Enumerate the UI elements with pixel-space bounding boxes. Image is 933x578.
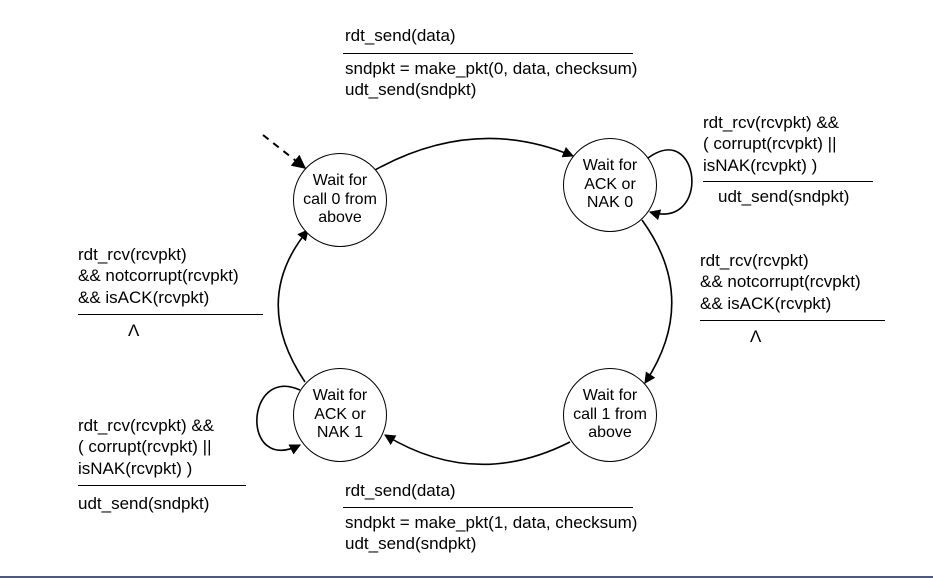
t-left-action: Λ	[128, 320, 139, 341]
fsm-diagram: Wait for call 0 from above Wait for ACK …	[0, 0, 933, 578]
t-bottom-event: rdt_send(data)	[345, 480, 456, 501]
t-left-event: rdt_rcv(rcvpkt) && notcorrupt(rcvpkt) &&…	[78, 244, 239, 308]
t-left-self-divider	[78, 485, 246, 486]
state-wait-call-0: Wait for call 0 from above	[293, 153, 387, 247]
t-right-event: rdt_rcv(rcvpkt) && notcorrupt(rcvpkt) &&…	[700, 250, 861, 314]
t-right-self-divider	[703, 181, 873, 182]
edge-s1-s2	[642, 220, 672, 383]
initial-arrow	[263, 135, 305, 168]
state-wait-ack-nak-0: Wait for ACK or NAK 0	[563, 138, 657, 232]
t-left-divider	[78, 314, 263, 315]
state-label: Wait for ACK or NAK 1	[313, 387, 368, 442]
t-left-self-event: rdt_rcv(rcvpkt) && ( corrupt(rcvpkt) || …	[78, 415, 214, 479]
t-top-action: sndpkt = make_pkt(0, data, checksum) udt…	[345, 58, 637, 101]
t-bottom-divider	[343, 507, 633, 508]
state-label: Wait for call 0 from above	[303, 172, 377, 227]
state-label: Wait for call 1 from above	[573, 387, 647, 442]
edge-s3-s0	[278, 230, 308, 382]
t-top-event: rdt_send(data)	[345, 25, 456, 46]
state-label: Wait for ACK or NAK 0	[583, 157, 638, 212]
t-right-self-event: rdt_rcv(rcvpkt) && ( corrupt(rcvpkt) || …	[703, 112, 839, 176]
state-wait-ack-nak-1: Wait for ACK or NAK 1	[293, 368, 387, 462]
t-bottom-action: sndpkt = make_pkt(1, data, checksum) udt…	[345, 512, 637, 555]
edge-s2-s3	[385, 435, 570, 464]
t-right-action: Λ	[750, 326, 761, 347]
state-wait-call-1: Wait for call 1 from above	[563, 368, 657, 462]
edge-s0-s1	[375, 138, 573, 170]
t-left-self-action: udt_send(sndpkt)	[78, 493, 209, 514]
t-right-divider	[700, 320, 885, 321]
t-top-divider	[343, 53, 633, 54]
t-right-self-action: udt_send(sndpkt)	[718, 186, 849, 207]
